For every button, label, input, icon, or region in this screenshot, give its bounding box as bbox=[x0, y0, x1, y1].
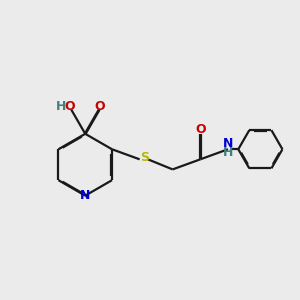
Text: S: S bbox=[140, 152, 149, 164]
Text: H: H bbox=[223, 146, 233, 159]
Text: N: N bbox=[223, 137, 233, 151]
Text: O: O bbox=[94, 100, 104, 112]
Text: N: N bbox=[80, 189, 90, 202]
Text: H: H bbox=[56, 100, 66, 112]
Text: O: O bbox=[64, 100, 75, 112]
Text: O: O bbox=[195, 122, 206, 136]
